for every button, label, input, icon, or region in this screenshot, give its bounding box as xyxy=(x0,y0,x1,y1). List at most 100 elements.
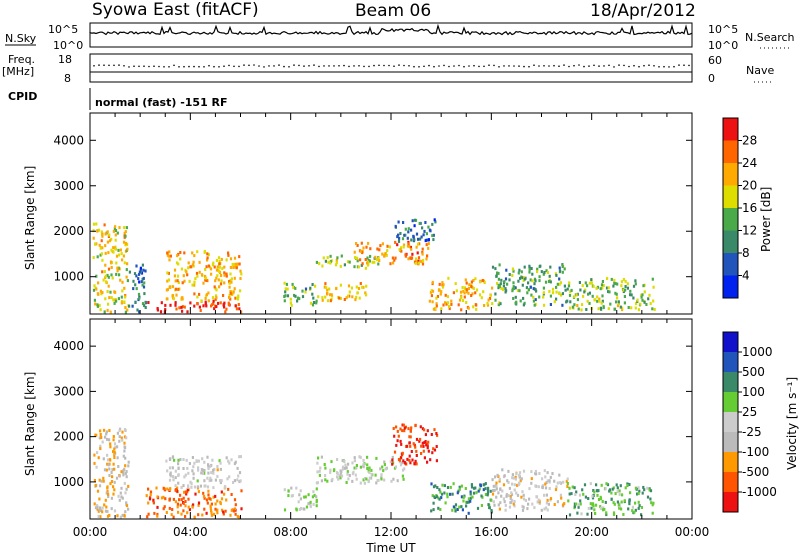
velocity-cell xyxy=(189,480,192,484)
power-cell xyxy=(601,294,604,298)
power-cell xyxy=(156,308,159,312)
power-cell xyxy=(117,266,120,270)
velocity-cell xyxy=(238,515,241,519)
velocity-cell xyxy=(402,477,405,481)
velocity-cell xyxy=(604,500,607,504)
power-cell xyxy=(321,296,324,300)
freq-dot xyxy=(668,66,670,68)
power-cell xyxy=(602,306,605,310)
velocity-cell xyxy=(565,479,568,483)
velocity-cell xyxy=(315,504,318,508)
power-cell xyxy=(365,245,368,249)
power-ylabel: Slant Range [km] xyxy=(23,166,37,270)
velocity-cell xyxy=(426,444,429,448)
power-cell xyxy=(431,234,434,238)
velocity-cell xyxy=(108,438,111,442)
freq-dot xyxy=(273,65,275,67)
velocity-cell xyxy=(530,477,533,481)
velocity-cell xyxy=(528,497,531,501)
velocity-cell xyxy=(500,494,503,498)
power-cell xyxy=(348,290,351,294)
velocity-cell xyxy=(592,504,595,508)
velocity-cell xyxy=(193,461,196,465)
power-cell xyxy=(598,299,601,303)
power-cell xyxy=(635,302,638,306)
power-cell xyxy=(99,308,102,312)
velocity-cell xyxy=(591,502,595,506)
power-cell xyxy=(135,264,138,268)
velocity-cell xyxy=(223,492,226,496)
power-cell xyxy=(97,281,100,285)
velocity-cell xyxy=(493,503,496,507)
power-cell xyxy=(519,276,522,280)
velocity-cell xyxy=(492,484,495,488)
power-cell xyxy=(434,220,437,224)
velocity-cell xyxy=(125,504,129,508)
power-cell xyxy=(174,287,178,291)
velocity-cell xyxy=(406,444,409,448)
freq-dot xyxy=(483,65,485,68)
velocity-cell xyxy=(487,503,490,507)
power-cell xyxy=(580,308,583,312)
power-cell xyxy=(138,270,141,274)
power-cell xyxy=(528,264,531,268)
power-cell xyxy=(425,257,428,261)
power-cell xyxy=(222,294,225,297)
velocity-cell xyxy=(545,506,548,510)
velocity-cell xyxy=(503,474,506,478)
power-cell xyxy=(159,310,163,314)
power-cell xyxy=(171,294,174,298)
power-cell xyxy=(407,242,410,246)
power-cell xyxy=(115,261,118,265)
power-cell xyxy=(512,297,515,300)
power-cell xyxy=(228,281,231,285)
power-cell xyxy=(211,303,214,307)
nsky-tick-top-right: 10^5 xyxy=(708,23,738,36)
velocity-cell xyxy=(418,439,421,443)
power-cell xyxy=(210,272,213,276)
velocity-cell xyxy=(595,489,598,493)
power-cell xyxy=(94,302,97,306)
power-cell xyxy=(617,300,620,304)
power-cell xyxy=(93,298,96,302)
power-cell xyxy=(399,232,402,235)
velocity-cell xyxy=(121,438,124,442)
power-cell xyxy=(114,238,117,242)
velocity-cell xyxy=(513,500,516,503)
velocity-cell xyxy=(108,429,111,432)
power-cell xyxy=(196,302,199,305)
power-cell xyxy=(298,297,301,301)
power-cell xyxy=(488,297,492,300)
power-cell xyxy=(234,265,237,269)
velocity-cell xyxy=(470,485,474,489)
freq-dot xyxy=(363,65,365,68)
power-cell xyxy=(335,258,338,262)
velocity-cell xyxy=(493,488,496,492)
power-cell xyxy=(111,276,114,280)
velocity-cell xyxy=(408,441,411,445)
velocity-cell xyxy=(610,491,613,495)
power-cell xyxy=(641,293,644,297)
power-cell xyxy=(566,287,569,291)
power-cell xyxy=(577,307,580,311)
velocity-cell xyxy=(162,495,165,499)
power-cell xyxy=(576,298,579,302)
freq-dot xyxy=(463,65,465,68)
power-cell xyxy=(187,261,190,265)
velocity-cell xyxy=(97,509,100,513)
power-cell xyxy=(167,271,170,275)
velocity-cell xyxy=(601,500,604,503)
power-cell xyxy=(561,292,564,296)
power-cell xyxy=(119,248,122,252)
velocity-cell xyxy=(446,486,450,489)
power-cell xyxy=(563,267,566,271)
velocity-cell xyxy=(443,484,446,488)
velocity-x-ticks: 00:00 04:00 08:00 12:00 16:00 20:00 00:00 xyxy=(73,319,709,539)
power-cell xyxy=(579,288,582,292)
velocity-cell xyxy=(173,458,176,462)
power-cell xyxy=(203,249,206,253)
power-cell xyxy=(215,276,218,280)
velocity-cell xyxy=(187,484,190,488)
power-cell xyxy=(465,290,468,294)
velocity-cell xyxy=(93,502,96,506)
